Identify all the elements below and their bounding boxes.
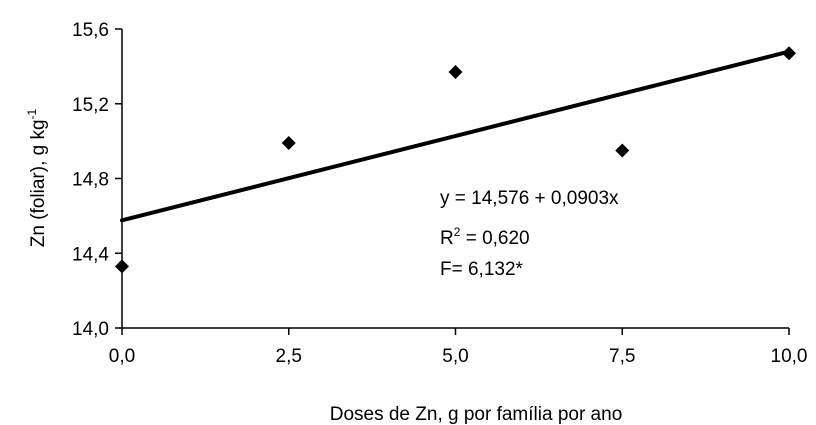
trendline — [120, 49, 791, 223]
y-tick-label: 14,8 — [72, 170, 109, 191]
y-axis-label: Zn (foliar), g kg-1 — [25, 108, 49, 247]
x-axis-label: Doses de Zn, g por família por ano — [330, 404, 623, 425]
data-point — [281, 135, 296, 150]
x-tick-label: 7,5 — [609, 346, 635, 367]
f-statistic-annotation: F= 6,132* — [440, 259, 524, 280]
r-squared-symbol: R — [440, 228, 454, 249]
y-axis-label-text: Zn (foliar), g kg — [28, 119, 49, 247]
r-squared-superscript: 2 — [454, 225, 461, 239]
y-axis-label-superscript: -1 — [25, 108, 39, 119]
y-ticks: 14,0 14,4 14,8 15,2 15,6 — [72, 20, 122, 340]
y-tick-label: 14,0 — [72, 319, 109, 340]
y-tick-label: 14,4 — [72, 244, 109, 265]
data-points — [115, 46, 796, 274]
y-tick-label: 15,2 — [72, 95, 109, 116]
x-tick-label: 10,0 — [771, 346, 808, 367]
data-point — [448, 64, 463, 79]
r-squared-annotation: R2 = 0,620 — [440, 225, 530, 249]
x-tick-label: 2,5 — [276, 346, 302, 367]
data-point — [615, 143, 630, 158]
y-tick-label: 15,6 — [72, 20, 109, 41]
data-point — [115, 259, 129, 274]
equation-annotation: y = 14,576 + 0,0903x — [440, 188, 619, 209]
x-tick-label: 5,0 — [442, 346, 468, 367]
data-point — [782, 46, 796, 61]
r-squared-value: = 0,620 — [460, 228, 529, 249]
x-tick-label: 0,0 — [109, 346, 135, 367]
trendline-layer — [120, 49, 791, 223]
x-ticks: 0,0 2,5 5,0 7,5 10,0 — [109, 328, 808, 367]
